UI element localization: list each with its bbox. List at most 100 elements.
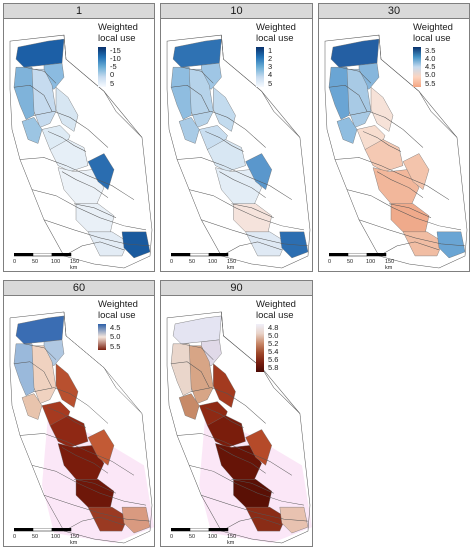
county-boundary [171,361,210,388]
county-boundary [362,131,402,152]
scale-segment [189,527,210,532]
region-sierra-hot [245,153,272,191]
legend-tick-label: 5.4 [268,347,279,357]
scale-bar: 0 50 100 150 km [13,252,84,271]
legend-title: Weighted local use [98,22,138,44]
scale-segment [189,252,210,257]
scale-bar: 0 50 100 150 km [170,252,241,271]
region-bay [21,393,43,420]
legend: Weighted local use 4.8 5.0 5.2 5.4 5.6 5.8 [256,299,308,372]
scale-label: 100 [208,534,218,540]
legend: Weighted local use -15 -10 -5 0 5 [98,22,150,87]
legend: Weighted local use 4.5 5.0 5.5 [98,299,150,350]
county-boundary [338,66,372,84]
region-north [330,38,380,68]
county-boundary [43,494,151,522]
scale-segment [32,252,53,257]
scale-label: 100 [208,259,218,265]
california-map [166,311,312,544]
legend-tick-label: 5 [110,78,115,88]
scale-label: 50 [189,259,196,265]
california-map [166,34,311,269]
county-boundary [346,189,462,231]
scale-label: 50 [32,259,39,265]
scale-label: 0 [328,259,332,265]
legend-tick-label: 5.0 [110,332,121,342]
legend-tick-label: 0 [110,70,115,80]
county-boundary [73,203,117,219]
scale-bar: 0 50 100 150 km [328,252,399,271]
california-map [324,34,468,269]
scale-label: 150 km [70,259,80,271]
region-sj-s [57,443,105,482]
panel-label: 60 [4,281,154,296]
county-boundary [221,516,282,532]
county-boundary [73,479,117,494]
scale-segment [366,252,387,257]
legend-colorbar [256,324,264,372]
legend-tick-label: 3 [268,62,273,72]
county-boundary [189,465,304,506]
county-boundary [231,479,274,494]
legend-tick-label: 4.8 [268,323,279,332]
legend-tick-label: 4.0 [425,54,436,64]
legend-tick-label: 5.0 [425,70,436,80]
region-sierra-hot [402,153,430,191]
county-boundary [181,343,214,360]
scale-label: 50 [32,534,39,540]
legend-tick-label: 5.8 [268,363,279,373]
county-boundary [189,189,304,231]
county-boundary [221,35,301,138]
county-boundary [348,111,424,148]
scale-segment [208,252,229,257]
legend-tick-label: -5 [110,62,117,72]
county-boundary [358,219,466,247]
region-sierra [55,86,79,132]
scale-label: 50 [189,534,196,540]
county-boundary [171,85,210,112]
region-sj-s [57,167,105,206]
county-boundary [63,241,125,257]
region-sac [188,345,214,404]
region-sac [188,68,214,128]
panel-label: 90 [161,281,312,296]
scale-segment [51,252,72,257]
region-sac [31,345,57,404]
region-sac [31,68,57,128]
scale-label: 0 [170,259,174,265]
scale-segment [328,252,349,257]
scale-bar: 0 50 100 150 km [13,527,84,546]
scale-segment [13,252,34,257]
legend-tick-label: 3.5 [425,46,436,55]
county-boundary [13,85,53,112]
county-boundary [33,387,109,424]
legend-tick-label: 1 [268,46,273,55]
scale-label: 100 [366,259,376,265]
legend-tick-label: 5 [268,78,273,88]
scale-label: 0 [13,259,17,265]
legend-colorbar [413,47,421,87]
legend-tick-label: -10 [110,54,121,64]
county-boundary [334,157,450,200]
county-boundary [191,387,266,424]
scale-label: 150 km [227,259,237,271]
region-sierra [213,86,236,132]
map-panel-30: 30 Weighted local use 3.5 4.0 4.5 5.0 5.5 0 50 10… [318,3,470,272]
scale-segment [51,527,72,532]
county-boundary [376,171,424,198]
region-sj-s [372,167,420,206]
panel-label: 10 [161,4,312,19]
county-boundary [181,66,214,84]
scale-label: 150 km [70,534,80,546]
region-sierra-hot [87,153,115,191]
map-panel-60: 60 Weighted local use 4.5 5.0 5.5 0 50 100 150 k… [3,280,155,547]
legend-tick-label: 4.5 [110,323,121,332]
county-boundary [31,465,147,506]
legend-tick-label: 5.2 [268,339,279,349]
county-boundary [19,157,135,200]
scale-segment [32,527,53,532]
county-boundary [219,447,266,474]
region-sierra-hot [245,429,272,466]
county-boundary [177,433,293,476]
region-sj-s [215,167,262,206]
